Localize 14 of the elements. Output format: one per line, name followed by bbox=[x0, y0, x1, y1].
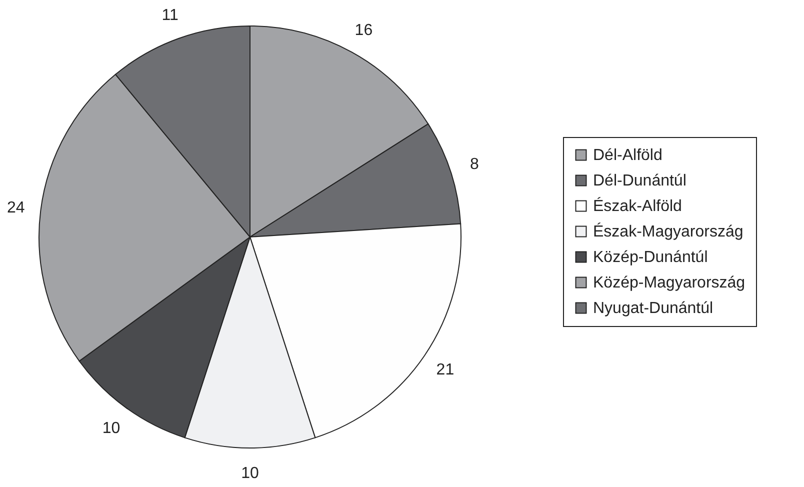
data-label: 16 bbox=[354, 22, 373, 40]
data-label: 8 bbox=[470, 156, 479, 174]
data-label: 24 bbox=[6, 199, 25, 216]
legend-label: Nyugat-Dunántúl bbox=[593, 300, 714, 317]
legend-label: Észak-Alföld bbox=[593, 197, 682, 215]
data-label: 10 bbox=[241, 465, 259, 482]
data-label: 21 bbox=[436, 362, 454, 379]
legend-label: Dél-Alföld bbox=[593, 147, 662, 164]
legend-label: Észak-Magyarország bbox=[593, 222, 744, 240]
data-label: 11 bbox=[162, 6, 178, 24]
legend-label: Dél-Dunántúl bbox=[593, 172, 686, 190]
legend-label: Közép-Dunántúl bbox=[593, 249, 708, 266]
data-label: 10 bbox=[102, 420, 120, 437]
legend-label: Közép-Magyarország bbox=[593, 274, 746, 292]
